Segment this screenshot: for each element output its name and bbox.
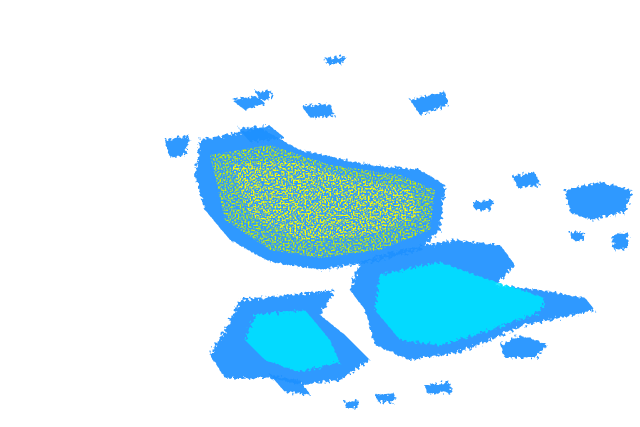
echo-cluster-southwest <box>210 290 370 385</box>
echo-intense-northwest <box>230 160 420 240</box>
echo-cluster-east <box>350 240 595 360</box>
echo-cells-scattered <box>165 56 452 408</box>
echo-cells-east <box>472 172 632 250</box>
